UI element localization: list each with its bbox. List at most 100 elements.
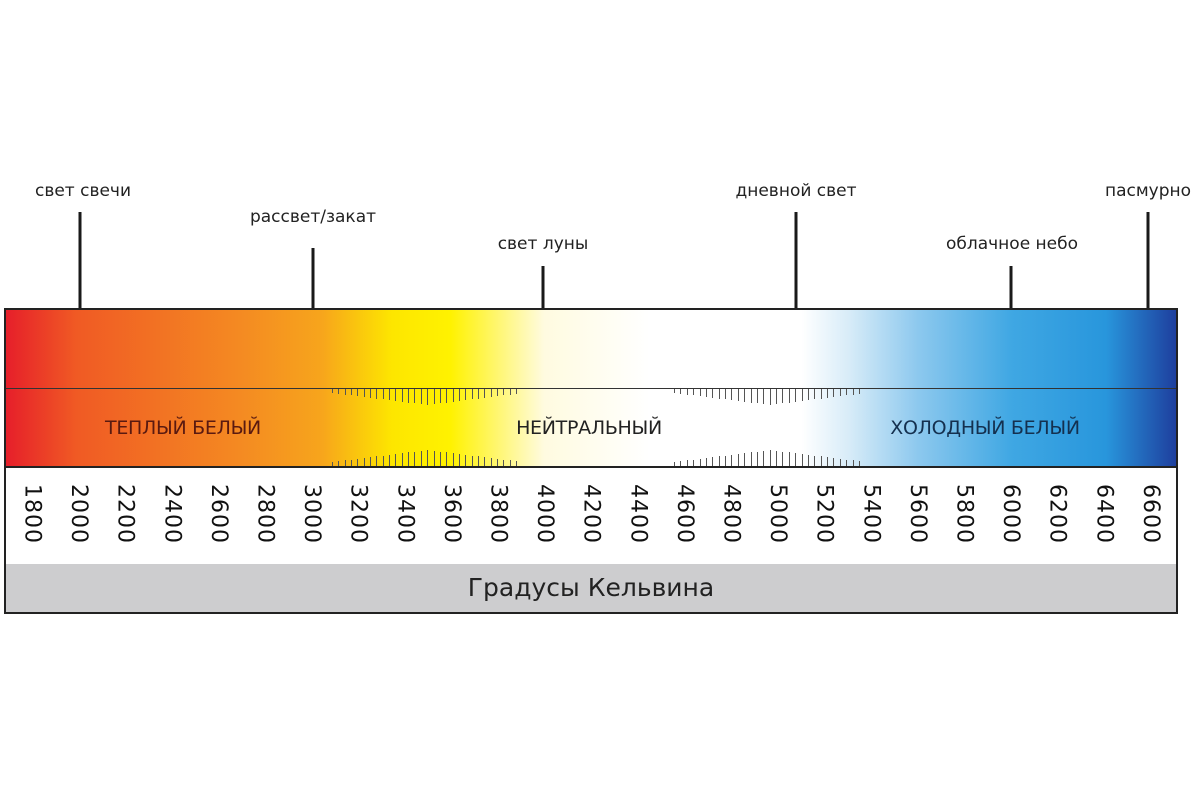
hatch-mark bbox=[839, 458, 841, 466]
hatch-mark bbox=[744, 389, 746, 402]
hatch-mark bbox=[674, 462, 675, 466]
hatch-mark bbox=[693, 389, 695, 396]
tick-label: 5400 bbox=[858, 484, 884, 544]
hatch-mark bbox=[376, 456, 378, 466]
hatch-mark bbox=[776, 389, 777, 405]
hatch-mark bbox=[452, 453, 454, 466]
hatch-mark bbox=[725, 389, 726, 400]
hatch-mark bbox=[718, 389, 720, 399]
zone-cool-white: ХОЛОДНЫЙ БЕЛЫЙ bbox=[890, 417, 1080, 439]
hatch-mark bbox=[782, 389, 784, 404]
tick-label: 5600 bbox=[904, 484, 930, 544]
hatch-mark bbox=[351, 389, 353, 396]
hatch-mark bbox=[776, 450, 777, 466]
hatch-mark bbox=[820, 389, 822, 399]
marker-stem bbox=[78, 212, 82, 348]
hatch-mark bbox=[496, 458, 498, 466]
marker-stem bbox=[1146, 212, 1150, 348]
hatch-mark bbox=[737, 389, 739, 401]
tick-label: 5200 bbox=[811, 484, 837, 544]
tick-label: 4400 bbox=[625, 484, 651, 544]
hatch-mark bbox=[846, 459, 848, 466]
hatch-mark bbox=[477, 389, 479, 399]
hatch-mark bbox=[363, 458, 365, 466]
tick-label: 3200 bbox=[345, 484, 371, 544]
hatch-mark bbox=[395, 454, 397, 466]
hatch-mark bbox=[756, 389, 758, 404]
hatch-mark bbox=[680, 389, 682, 394]
hatch-mark bbox=[814, 455, 816, 466]
marker-label-overcast: пасмурно bbox=[1104, 181, 1192, 201]
tick-label: 1800 bbox=[19, 484, 45, 544]
tick-label: 2400 bbox=[159, 484, 185, 544]
tick-label: 3400 bbox=[392, 484, 418, 544]
hatch-mark bbox=[827, 457, 828, 466]
hatch-mark bbox=[496, 389, 498, 397]
hatch-mark bbox=[750, 389, 752, 403]
hatch-mark bbox=[699, 458, 701, 466]
hatch-mark bbox=[750, 452, 752, 466]
hatch-mark bbox=[439, 389, 441, 404]
kelvin-tick-labels: 1800 2000 2200 2400 2600 2800 3000 3200 3400 3600… bbox=[6, 468, 1176, 564]
hatch-mark bbox=[401, 453, 403, 466]
hatch-mark bbox=[763, 450, 765, 466]
hatch-mark bbox=[332, 389, 333, 393]
hatch-mark bbox=[858, 461, 860, 466]
hatch-mark bbox=[465, 454, 467, 466]
hatch-mark bbox=[846, 389, 848, 396]
hatch-mark bbox=[389, 389, 391, 401]
tick-label: 3000 bbox=[299, 484, 325, 544]
hatch-mark bbox=[503, 459, 505, 466]
hatch-mark bbox=[465, 389, 467, 401]
hatch-mark bbox=[509, 460, 511, 466]
hatch-mark bbox=[370, 457, 372, 466]
tick-label: 4200 bbox=[578, 484, 604, 544]
tick-label: 4800 bbox=[718, 484, 744, 544]
hatch-mark bbox=[852, 460, 854, 466]
hatch-mark bbox=[477, 456, 479, 466]
hatch-mark bbox=[744, 453, 746, 466]
hatch-mark bbox=[858, 389, 860, 394]
hatch-mark bbox=[795, 453, 797, 466]
hatch-mark bbox=[852, 389, 854, 395]
hatch-mark bbox=[699, 389, 701, 397]
hatch-mark bbox=[401, 389, 403, 402]
hatch-mark bbox=[395, 389, 397, 401]
tick-label: 6000 bbox=[998, 484, 1024, 544]
hatch-mark bbox=[414, 451, 416, 466]
hatch-mark bbox=[439, 451, 441, 466]
zone-warm-white: ТЕПЛЫЙ БЕЛЫЙ bbox=[105, 417, 261, 439]
marker-stem bbox=[1009, 266, 1013, 348]
hatch-mark bbox=[338, 461, 340, 466]
tick-label: 6200 bbox=[1044, 484, 1070, 544]
hatch-mark bbox=[338, 389, 340, 394]
hatch-mark bbox=[686, 389, 688, 395]
hatch-mark bbox=[420, 389, 422, 405]
hatch-mark bbox=[414, 389, 416, 404]
hatch-mark bbox=[763, 389, 765, 405]
hatch-mark bbox=[769, 389, 771, 405]
marker-label-cloudy-sky: облачное небо bbox=[945, 234, 1079, 254]
color-gradient-bar: ТЕПЛЫЙ БЕЛЫЙ НЕЙТРАЛЬНЫЙ ХОЛОДНЫЙ БЕЛЫЙ bbox=[6, 310, 1176, 468]
hatch-mark bbox=[731, 389, 733, 401]
hatch-mark bbox=[382, 455, 384, 466]
hatch-mark bbox=[674, 389, 675, 393]
marker-label-candle: свет свечи bbox=[34, 181, 132, 201]
marker-label-moonlight: свет луны bbox=[497, 234, 589, 254]
zone-neutral: НЕЙТРАЛЬНЫЙ bbox=[516, 417, 662, 439]
kelvin-scale: ТЕПЛЫЙ БЕЛЫЙ НЕЙТРАЛЬНЫЙ ХОЛОДНЫЙ БЕЛЫЙ … bbox=[4, 308, 1178, 614]
hatch-mark bbox=[357, 389, 359, 397]
hatch-marks bbox=[674, 450, 860, 466]
hatch-mark bbox=[471, 389, 473, 400]
hatch-mark bbox=[820, 456, 822, 466]
tick-label: 4600 bbox=[671, 484, 697, 544]
hatch-mark bbox=[509, 389, 511, 395]
hatch-mark bbox=[795, 389, 797, 402]
hatch-mark bbox=[332, 462, 333, 466]
divider-line bbox=[6, 388, 1176, 389]
hatch-mark bbox=[446, 389, 448, 403]
hatch-mark bbox=[376, 389, 378, 399]
marker-stem bbox=[794, 212, 798, 348]
hatch-mark bbox=[484, 389, 486, 398]
hatch-mark bbox=[833, 458, 835, 466]
